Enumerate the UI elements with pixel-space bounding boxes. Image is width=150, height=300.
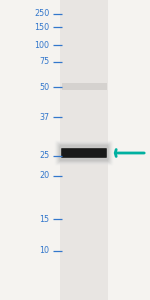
FancyBboxPatch shape xyxy=(63,149,105,157)
Text: 15: 15 xyxy=(39,214,50,224)
Text: 25: 25 xyxy=(39,152,50,160)
Text: 10: 10 xyxy=(39,246,50,255)
Text: 150: 150 xyxy=(34,22,50,32)
FancyBboxPatch shape xyxy=(62,149,106,157)
FancyBboxPatch shape xyxy=(64,151,104,155)
Text: 50: 50 xyxy=(39,82,50,91)
Bar xyxy=(61,83,106,90)
FancyBboxPatch shape xyxy=(58,144,110,162)
Text: 250: 250 xyxy=(34,9,50,18)
Bar xyxy=(60,0,108,300)
Text: 100: 100 xyxy=(34,40,50,50)
FancyBboxPatch shape xyxy=(63,150,105,156)
FancyBboxPatch shape xyxy=(61,148,107,158)
Text: 37: 37 xyxy=(39,112,50,122)
FancyBboxPatch shape xyxy=(57,143,111,163)
FancyBboxPatch shape xyxy=(56,142,112,164)
Text: 20: 20 xyxy=(39,171,50,180)
FancyBboxPatch shape xyxy=(56,141,112,165)
Text: 75: 75 xyxy=(39,57,50,66)
FancyBboxPatch shape xyxy=(59,145,109,161)
FancyBboxPatch shape xyxy=(55,140,113,166)
